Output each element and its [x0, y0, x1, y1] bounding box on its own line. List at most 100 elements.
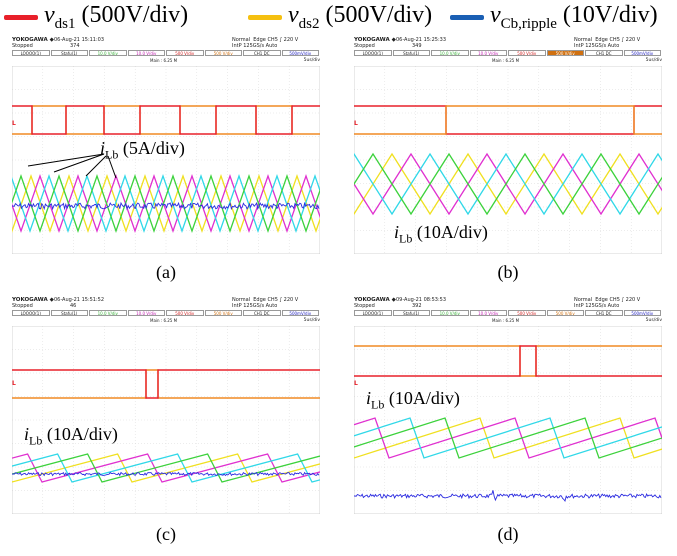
legend-swatch-red: [4, 14, 38, 20]
channel-marker-l: L: [12, 120, 16, 127]
label-arrows: [27, 153, 117, 179]
legend-item-vds2: vds2 (500V/div): [248, 2, 432, 32]
channel-cell: 500 V/div: [546, 310, 584, 316]
vds2-trace: [354, 105, 662, 135]
main-info: Main : 6.25 M: [150, 318, 178, 323]
vds1-trace: [12, 105, 320, 135]
ilb-trace-yellow: [12, 453, 320, 483]
time-per-div: 5us/div: [645, 318, 662, 323]
legend-symbol: v: [44, 1, 55, 28]
legend-unit: (500V/div): [81, 1, 189, 28]
channel-bar: LOOOO(1) Stafu(1) 10.0 V/div 10.0 V/div …: [354, 50, 662, 56]
brand-logo: YOKOGAWA ◆: [12, 297, 54, 303]
scope-panel-b: YOKOGAWA ◆ Stopped 06-Aug-21 15:25:33 34…: [352, 36, 664, 254]
ilb-trace-green: [12, 453, 320, 483]
channel-cell: 500 V/div: [546, 50, 584, 56]
vcb-ripple-trace: [12, 471, 320, 477]
scope-screen: [354, 326, 662, 514]
legend-swatch-blue: [450, 14, 484, 20]
waveform-plot-c: [12, 326, 320, 514]
channel-bar: LOOOO(1) Stafu(1) 10.0 V/div 10.0 V/div …: [354, 310, 662, 316]
timestamp: 06-Aug-21 15:51:52: [54, 297, 105, 303]
main-info: Main : 6.25 M: [492, 318, 520, 323]
scope-panel-a: YOKOGAWA ◆ Stopped 06-Aug-21 15:11:03 37…: [10, 36, 322, 254]
acquisition-count: 392: [412, 303, 422, 309]
acquisition-count: 46: [70, 303, 77, 309]
legend-swatch-yellow: [248, 14, 282, 20]
main-info: Main : 6.25 M: [150, 58, 178, 63]
channel-bar: LOOOO(1) Stafu(1) 10.0 V/div 10.0 V/div …: [12, 310, 320, 316]
channel-cell: Stafu(1): [392, 310, 430, 316]
ilb-trace-cyan: [354, 417, 662, 459]
trigger-info: Normal Edge CH5 ∫ 220 V IntP 125GS/s Aut…: [232, 297, 299, 309]
main-info: Main : 6.25 M: [492, 58, 520, 63]
trigger-info: Normal Edge CH5 ∫ 220 V IntP 125GS/s Aut…: [232, 37, 299, 49]
vcb-ripple-trace: [12, 201, 320, 211]
channel-marker-l: L: [12, 380, 16, 387]
channel-cell: 10.0 V/div: [89, 50, 127, 56]
channel-cell: 500mV/div: [623, 50, 661, 56]
time-per-div: 5us/div: [303, 318, 320, 323]
legend-item-vds1: vds1 (500V/div): [4, 2, 188, 32]
brand-logo: YOKOGAWA ◆: [354, 297, 396, 303]
timestamp: 06-Aug-21 15:11:03: [54, 37, 105, 43]
scope-panel-c: YOKOGAWA ◆ Stopped 06-Aug-21 15:51:52 46…: [10, 296, 322, 514]
legend-unit: (10V/div): [562, 1, 658, 28]
channel-cell: 500 V/div: [204, 310, 242, 316]
vds2-trace: [354, 345, 662, 377]
channel-cell: 500 V/div: [204, 50, 242, 56]
ilb-trace-yellow: [354, 152, 662, 216]
ilb-trace-magenta: [354, 417, 662, 459]
channel-cell: LOOOO(1): [354, 310, 392, 316]
channel-cell: 500 V/div: [508, 310, 546, 316]
channel-cell: 500mV/div: [281, 310, 319, 316]
channel-cell: CH1 DC: [585, 50, 623, 56]
channel-cell: 10.0 V/div: [469, 310, 507, 316]
channel-cell: LOOOO(1): [12, 50, 50, 56]
legend-subscript: ds2: [298, 15, 320, 32]
figure-legend: vds1 (500V/div) vds2 (500V/div) vCb,ripp…: [0, 0, 677, 34]
scope-header: YOKOGAWA ◆ Stopped 09-Aug-21 08:53:53 39…: [352, 296, 664, 326]
scope-panel-d: YOKOGAWA ◆ Stopped 09-Aug-21 08:53:53 39…: [352, 296, 664, 514]
channel-marker-l: L: [354, 120, 358, 127]
brand-logo: YOKOGAWA ◆: [354, 37, 396, 43]
ilb-trace-magenta: [12, 453, 320, 483]
acquisition-count: 349: [412, 43, 422, 49]
scope-screen: [12, 66, 320, 254]
channel-cell: 500 V/div: [166, 50, 204, 56]
legend-item-vcb-ripple: vCb,ripple (10V/div): [450, 2, 658, 32]
status-text: Stopped: [12, 303, 33, 309]
trigger-info: Normal Edge CH5 ∫ 220 V IntP 125GS/s Aut…: [574, 37, 641, 49]
ilb-trace-cyan: [12, 453, 320, 483]
ilb-trace-yellow: [12, 174, 320, 233]
legend-symbol: v: [490, 1, 501, 28]
trigger-info: Normal Edge CH5 ∫ 220 V IntP 125GS/s Aut…: [574, 297, 641, 309]
current-label: iLb (10A/div): [24, 424, 118, 448]
channel-cell: 500 V/div: [508, 50, 546, 56]
scope-screen: [354, 66, 662, 254]
ilb-trace-magenta: [354, 152, 662, 216]
channel-cell: 10.0 V/div: [431, 50, 469, 56]
scope-header: YOKOGAWA ◆ Stopped 06-Aug-21 15:11:03 37…: [10, 36, 322, 66]
brand-logo: YOKOGAWA ◆: [12, 37, 54, 43]
ilb-trace-cyan: [12, 174, 320, 233]
channel-cell: LOOOO(1): [354, 50, 392, 56]
channel-cell: Stafu(1): [392, 50, 430, 56]
time-per-div: 5us/div: [303, 58, 320, 63]
legend-subscript: Cb,ripple: [500, 15, 557, 32]
current-label: iLb (10A/div): [394, 222, 488, 246]
caption-a: (a): [156, 262, 176, 282]
vds1-trace: [12, 369, 320, 399]
status-text: Stopped: [12, 43, 33, 49]
channel-cell: CH1 DC: [585, 310, 623, 316]
channel-cell: 10.0 V/div: [431, 310, 469, 316]
current-label: iLb (10A/div): [366, 388, 460, 412]
scope-screen: [12, 326, 320, 514]
ilb-trace-yellow: [354, 417, 662, 459]
timestamp: 06-Aug-21 15:25:33: [396, 37, 447, 43]
acquisition-count: 374: [70, 43, 80, 49]
channel-cell: Stafu(1): [50, 50, 88, 56]
ilb-trace-cyan: [354, 152, 662, 216]
legend-symbol: v: [288, 1, 299, 28]
vds1-trace: [354, 345, 662, 377]
